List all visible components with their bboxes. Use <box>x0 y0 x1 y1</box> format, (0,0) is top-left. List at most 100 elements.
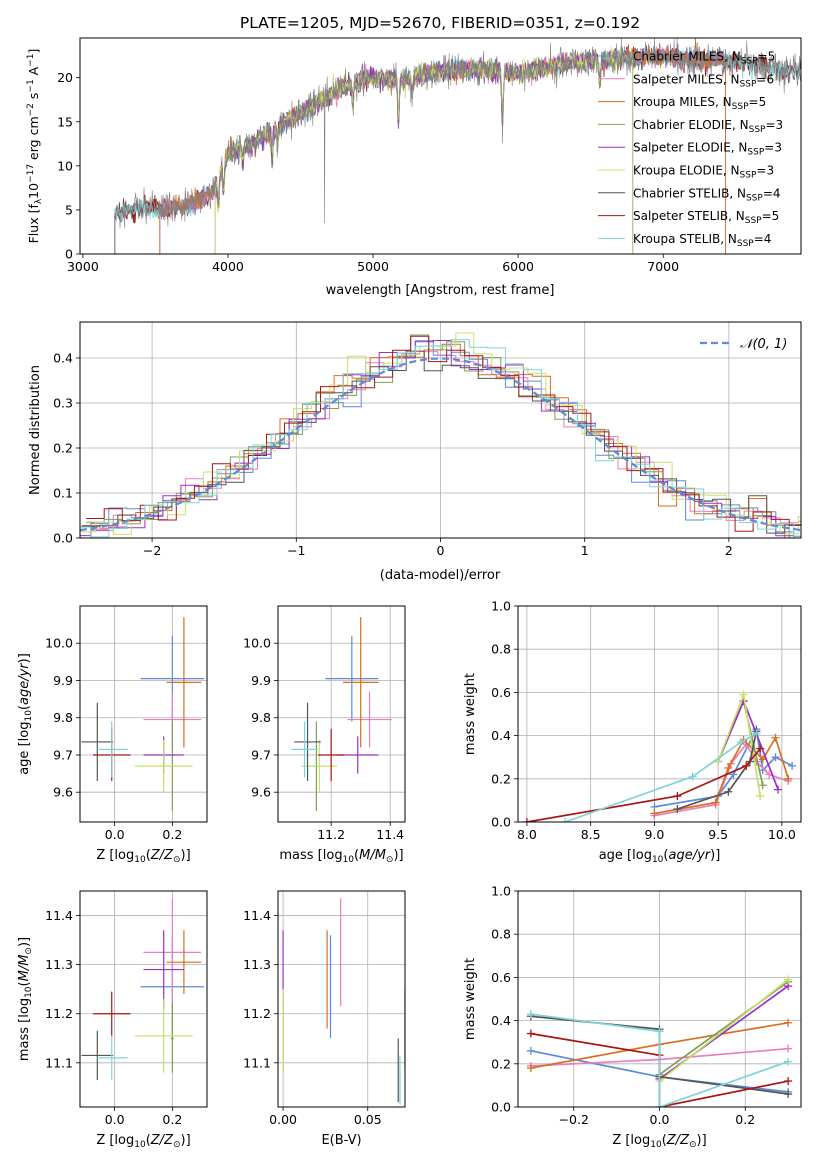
histogram-step-line <box>80 351 801 532</box>
text-span: age/yr <box>668 848 711 863</box>
text-span: ( <box>663 848 668 863</box>
mass-weight-line <box>654 735 790 815</box>
x-axis-label: (data-model)/error <box>380 568 501 583</box>
x-tick-label: 8.0 <box>517 827 537 842</box>
text-span: ] <box>26 49 41 54</box>
legend-entry: Kroupa MILES, NSSP=5 <box>633 95 766 112</box>
text-span: SSP <box>737 239 754 249</box>
text-span: ⊙ <box>24 947 34 955</box>
panel-mass-vs-Z <box>76 890 208 1111</box>
x-tick-label: 9.5 <box>708 827 728 842</box>
y-tick-label: 0.6 <box>491 970 511 985</box>
y-tick-label: 0.8 <box>491 642 511 657</box>
mass-weight-line <box>564 732 757 822</box>
x-tick-label: 9.0 <box>644 827 664 842</box>
y-tick-label: 20 <box>57 70 73 85</box>
plus-marker <box>784 1077 793 1086</box>
plus-marker <box>688 772 697 781</box>
axes-frame <box>79 605 208 823</box>
plus-marker <box>752 729 761 738</box>
plus-marker <box>522 818 531 822</box>
x-axis-label: Z [log10(Z/Z⊙)] <box>96 848 190 865</box>
text-span: 10 <box>26 183 41 199</box>
text-span: M/M <box>359 848 386 863</box>
panel-mass-weight-vs-age <box>514 605 802 826</box>
plus-marker <box>655 1027 664 1036</box>
plus-marker <box>784 1018 793 1027</box>
plus-marker <box>724 764 733 772</box>
text-span: mass [log <box>279 848 342 863</box>
y-tick-label: 0.1 <box>53 486 73 501</box>
y-tick-label: 11.1 <box>45 1055 73 1070</box>
legend-entry: Chabrier ELODIE, NSSP=3 <box>633 118 783 135</box>
y-tick-label: 9.9 <box>251 673 271 688</box>
histogram-step-line <box>81 350 801 534</box>
legend-entry: Chabrier MILES, NSSP=5 <box>633 50 775 67</box>
text-span: Chabrier STELIB, N <box>633 186 746 200</box>
axes-frame <box>517 605 802 823</box>
x-tick-label: 0.0 <box>105 827 125 842</box>
text-span: Flux [f <box>26 204 41 244</box>
plus-marker <box>724 787 733 796</box>
legend-entry: 𝒩(0, 1) <box>740 337 787 352</box>
text-span: ( <box>662 1133 667 1148</box>
x-tick-label: 7000 <box>647 259 679 274</box>
plus-marker <box>650 809 659 818</box>
plus-marker <box>771 753 780 762</box>
plus-marker <box>526 1046 535 1055</box>
y-axis-label: Flux [fλ10−17 erg cm−2 s−1 A−1] <box>26 49 44 244</box>
plus-marker <box>784 975 793 984</box>
text-span: −1 <box>26 54 36 67</box>
text-span: 10 <box>343 855 355 865</box>
text-span: =3 <box>765 118 783 132</box>
x-axis-label: E(B-V) <box>321 1133 361 1148</box>
y-axis-label: mass weight <box>463 673 478 755</box>
legend-entry: Salpeter ELODIE, NSSP=3 <box>633 141 782 158</box>
y-tick-label: 10.0 <box>243 636 271 651</box>
text-span: 10 <box>24 710 34 722</box>
x-tick-label: 8.5 <box>581 827 601 842</box>
text-span: =3 <box>764 141 782 155</box>
text-span: SSP <box>745 216 762 226</box>
text-span: )] <box>17 937 32 947</box>
plus-marker <box>742 761 751 770</box>
text-span: ⊙ <box>689 1140 697 1150</box>
plus-marker <box>673 805 682 814</box>
plus-marker <box>788 761 797 770</box>
panel-mass-vs-ebv <box>274 890 406 1111</box>
y-tick-label: 9.8 <box>251 710 271 725</box>
plus-marker <box>784 1044 793 1053</box>
legend-entry: Salpeter STELIB, NSSP=5 <box>633 209 779 226</box>
x-tick-label: 0.0 <box>650 1112 670 1127</box>
text-span: SSP <box>747 148 764 158</box>
text-span: SSP <box>740 171 757 181</box>
plus-marker <box>526 1064 535 1073</box>
y-tick-label: 0.4 <box>491 1013 511 1028</box>
y-tick-label: 11.2 <box>243 1006 271 1021</box>
text-span: =3 <box>756 164 774 178</box>
y-tick-label: 0.3 <box>53 396 73 411</box>
axes-frame <box>79 890 208 1108</box>
text-span: =4 <box>754 232 772 246</box>
text-span: )] <box>710 848 720 863</box>
legend-entry: Kroupa STELIB, NSSP=4 <box>633 232 771 249</box>
panel-residual-histogram <box>76 321 802 542</box>
text-span: =6 <box>756 72 774 86</box>
text-span: 10 <box>134 1140 146 1150</box>
y-tick-label: 0.0 <box>53 531 73 546</box>
x-axis-label: Z [log10(Z/Z⊙)] <box>96 1133 190 1150</box>
text-span: Salpeter ELODIE, N <box>633 141 747 155</box>
text-span: ⊙ <box>173 855 181 865</box>
text-span: )] <box>697 1133 707 1148</box>
x-tick-label: 4000 <box>212 259 244 274</box>
x-tick-label: 0.2 <box>162 827 182 842</box>
plus-marker <box>526 1010 535 1019</box>
x-tick-label: 1 <box>581 543 589 558</box>
text-span: age [log <box>599 848 652 863</box>
text-span: Chabrier MILES, N <box>633 50 741 64</box>
x-axis-label: mass [log10(M/M⊙)] <box>279 848 403 865</box>
y-axis-label: age [log10(age/yr)] <box>17 653 34 775</box>
axes-frame <box>277 605 406 823</box>
x-tick-label: 11.2 <box>317 827 345 842</box>
text-span: ( <box>354 848 359 863</box>
